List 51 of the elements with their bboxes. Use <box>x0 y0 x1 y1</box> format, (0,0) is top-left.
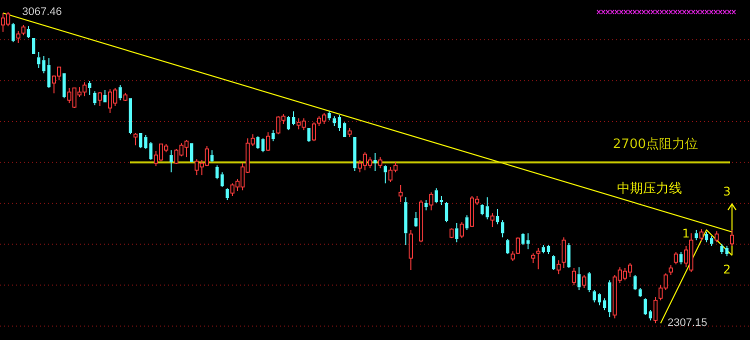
candlestick <box>699 228 704 242</box>
candlestick <box>272 130 275 142</box>
candlestick <box>220 172 224 188</box>
candlestick <box>500 220 504 238</box>
candlestick <box>648 310 652 321</box>
candlestick <box>526 232 530 250</box>
candlestick <box>440 195 444 206</box>
candlestick <box>496 208 500 225</box>
candlestick <box>226 188 229 201</box>
candlestick <box>725 245 728 257</box>
candlestick <box>638 288 642 298</box>
candlestick <box>704 231 708 243</box>
candlestick <box>424 200 428 211</box>
annotation: 3067.46 <box>22 6 62 18</box>
candlestick <box>348 128 352 138</box>
candlestick <box>588 272 591 293</box>
candlestick <box>88 80 92 96</box>
candlestick <box>338 114 342 132</box>
candlestick <box>668 264 673 276</box>
candlestick <box>577 266 581 291</box>
annotation: 2 <box>723 262 731 276</box>
candlestick <box>332 116 336 127</box>
annotation: 3 <box>723 184 731 198</box>
ref-line-label: 2700点阻力位 <box>612 136 698 152</box>
candlestick <box>567 242 570 268</box>
candlestick <box>210 150 214 163</box>
candlestick <box>455 222 458 243</box>
candlestick <box>679 252 683 265</box>
candlestick <box>546 244 550 255</box>
annotation: 2307.15 <box>668 317 708 330</box>
candlestick <box>118 84 122 101</box>
candlestick <box>542 244 545 254</box>
candlestick <box>490 212 494 228</box>
candlestick <box>710 236 714 246</box>
annotation: 中期压力线 <box>617 182 682 197</box>
candlestick <box>93 90 96 106</box>
candlestick <box>47 58 50 88</box>
candlestick <box>434 188 438 204</box>
candlestick <box>608 280 612 318</box>
candlestick <box>602 298 606 311</box>
candlestick <box>378 156 382 169</box>
annotation: 1 <box>682 226 690 240</box>
candlestick <box>404 196 408 246</box>
candlestick <box>536 247 540 270</box>
candlestick <box>16 30 20 44</box>
candlestick <box>170 150 173 173</box>
candlestick <box>694 229 698 241</box>
candlestick <box>26 26 30 39</box>
candlestick <box>256 136 260 150</box>
candlestick <box>592 290 596 303</box>
candlestick <box>720 243 724 255</box>
